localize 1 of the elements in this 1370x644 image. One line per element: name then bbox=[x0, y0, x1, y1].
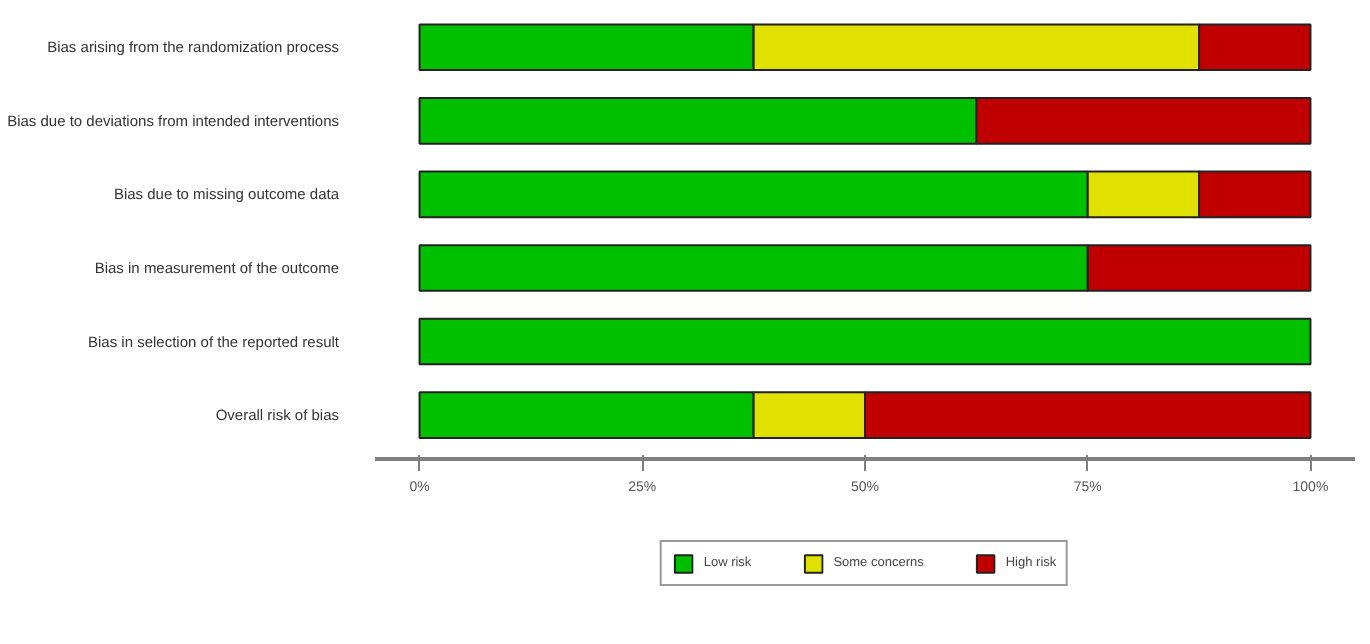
bar bbox=[418, 317, 1312, 366]
